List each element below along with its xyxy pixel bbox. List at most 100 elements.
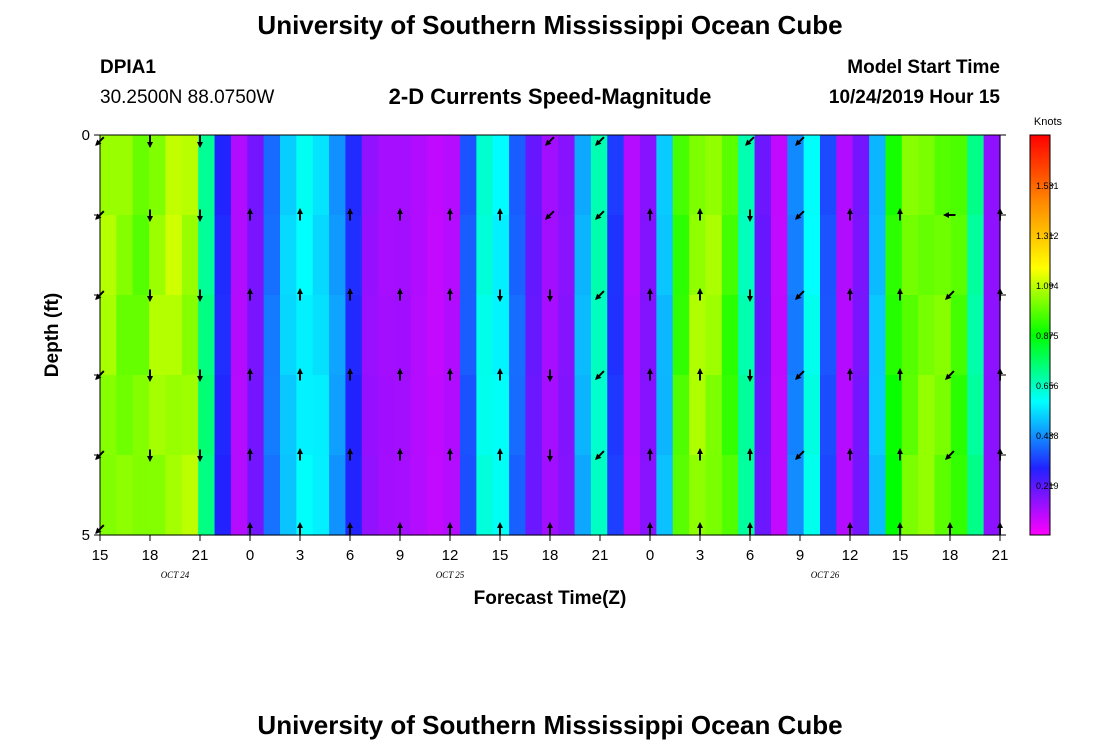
heatmap-cell: [100, 215, 117, 296]
x-tick-label: 9: [396, 547, 404, 564]
heatmap-cell: [983, 215, 1001, 296]
current-arrow: [795, 136, 805, 146]
heatmap-cell: [263, 455, 281, 536]
heatmap-cell: [623, 455, 641, 536]
heatmap-cell: [705, 455, 723, 536]
heatmap-cell: [149, 295, 167, 376]
heatmap-cell: [869, 455, 887, 536]
x-tick-label: 9: [796, 547, 804, 564]
heatmap-cell: [509, 295, 527, 376]
heatmap-cell: [230, 215, 248, 296]
heatmap-cell: [574, 295, 592, 376]
heatmap-cell: [296, 295, 314, 376]
heatmap-cell: [836, 295, 854, 376]
heatmap-cell: [852, 215, 870, 296]
heatmap-cell: [116, 295, 134, 376]
heatmap-cell: [476, 375, 494, 456]
heatmap-cell: [770, 455, 788, 536]
heatmap-cell: [460, 135, 477, 216]
heatmap-cell: [721, 375, 739, 456]
plot-title: 2-D Currents Speed-Magnitude: [388, 84, 712, 109]
heatmap-cell: [967, 135, 985, 216]
heatmap-cell: [247, 135, 265, 216]
x-tick-label: 3: [696, 547, 704, 564]
heatmap-cell: [590, 375, 608, 456]
heatmap-cell: [901, 455, 919, 536]
heatmap-cell: [918, 455, 936, 536]
heatmap-cell: [541, 455, 559, 536]
heatmap-cell: [132, 135, 150, 216]
heatmap-cell: [280, 215, 297, 296]
heatmap-cell: [869, 135, 887, 216]
colorbar-tick-label: 0.875: [1036, 331, 1059, 341]
colorbar: Knots 1.531 1.312 1.094 0.875 0.656 0.438 0.21…: [1029, 116, 1063, 536]
heatmap-cell: [361, 375, 379, 456]
heatmap-cell: [574, 215, 592, 296]
heatmap-cell: [689, 135, 707, 216]
heatmap-cell: [803, 295, 821, 376]
heatmap-cell: [345, 215, 363, 296]
heatmap-cell: [460, 455, 477, 536]
heatmap-cell: [427, 295, 445, 376]
heatmap-cell: [132, 455, 150, 536]
station-id: DPIA1: [100, 57, 156, 78]
heatmap-cell: [525, 135, 543, 216]
heatmap-cell: [934, 455, 952, 536]
heatmap-cell: [623, 215, 641, 296]
x-tick-label: 21: [992, 547, 1009, 564]
heatmap-cell: [214, 375, 232, 456]
heatmap-cell: [378, 135, 396, 216]
heatmap-cell: [607, 135, 625, 216]
heatmap-cell: [656, 135, 674, 216]
x-tick-label: 15: [892, 547, 909, 564]
heatmap-cell: [427, 455, 445, 536]
colorbar-tick-label: 0.438: [1036, 431, 1059, 441]
heatmap-cell: [558, 455, 576, 536]
x-tick-label: 6: [746, 547, 754, 564]
heatmap-cell: [296, 375, 314, 456]
heatmap-cell: [410, 455, 428, 536]
heatmap-cell: [378, 375, 396, 456]
heatmap-cell: [558, 135, 576, 216]
heatmap-cell: [967, 215, 985, 296]
current-arrow: [595, 290, 605, 300]
heatmap-cell: [950, 215, 968, 296]
heatmap-cell: [247, 375, 265, 456]
heatmap-cell: [689, 375, 707, 456]
colorbar-unit: Knots: [1034, 116, 1063, 128]
heatmap-cell: [263, 295, 281, 376]
heatmap-cell: [721, 135, 739, 216]
y-axis-label: Depth (ft): [42, 293, 63, 377]
heatmap-cell: [541, 375, 559, 456]
heatmap-cell: [230, 455, 248, 536]
heatmap-cell: [558, 375, 576, 456]
heatmap-cell: [345, 295, 363, 376]
heatmap-cell: [361, 135, 379, 216]
heatmap-cell: [738, 295, 756, 376]
heatmap-cell: [116, 375, 134, 456]
colorbar-tick-label: 1.312: [1036, 231, 1059, 241]
heatmap-cell: [427, 135, 445, 216]
heatmap-cell: [803, 135, 821, 216]
x-tick-label: 21: [192, 547, 209, 564]
heatmap-cell: [116, 135, 134, 216]
heatmap-cell: [100, 295, 117, 376]
heatmap-cell: [394, 135, 412, 216]
heatmap-cell: [492, 135, 510, 216]
heatmap-cell: [738, 215, 756, 296]
heatmap-cell: [149, 135, 167, 216]
model-start-label: Model Start Time: [847, 57, 1000, 78]
heatmap-cell: [345, 135, 363, 216]
heatmap-cell: [263, 375, 281, 456]
heatmap-cell: [181, 295, 199, 376]
heatmap-cell: [460, 375, 477, 456]
heatmap-cell: [869, 375, 887, 456]
x-tick-label: 18: [542, 547, 559, 564]
current-arrow: [945, 290, 955, 300]
colorbar-tick-label: 0.219: [1036, 481, 1059, 491]
heatmap-cell: [852, 375, 870, 456]
heatmap-cell: [705, 215, 723, 296]
heatmap-cell: [738, 375, 756, 456]
heatmap-cell: [181, 215, 199, 296]
heatmap-cell: [198, 135, 216, 216]
